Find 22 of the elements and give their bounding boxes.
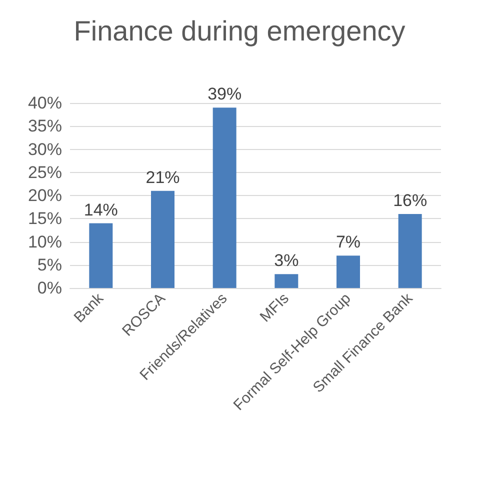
- data-label: 39%: [208, 84, 242, 104]
- data-label: 16%: [393, 191, 428, 210]
- bar: [274, 274, 298, 288]
- chart-title: Finance during emergency: [74, 16, 406, 46]
- y-tick-label: 0%: [37, 278, 62, 298]
- bar: [151, 190, 174, 288]
- data-label: 7%: [336, 232, 361, 252]
- data-label: 14%: [84, 200, 118, 220]
- y-tick-label: 40%: [28, 94, 62, 112]
- bar: [89, 223, 113, 288]
- y-tick-label: 30%: [28, 140, 62, 159]
- data-label: 21%: [146, 168, 180, 187]
- y-tick-label: 25%: [28, 162, 62, 182]
- y-tick-label: 10%: [28, 232, 62, 252]
- bar: [336, 256, 360, 288]
- data-label: 3%: [274, 251, 299, 270]
- y-tick-label: 35%: [28, 116, 62, 136]
- y-tick-label: 20%: [28, 186, 62, 205]
- bar: [212, 108, 236, 288]
- y-tick-label: 15%: [28, 209, 62, 228]
- bar: [398, 214, 422, 288]
- y-tick-label: 5%: [37, 255, 62, 274]
